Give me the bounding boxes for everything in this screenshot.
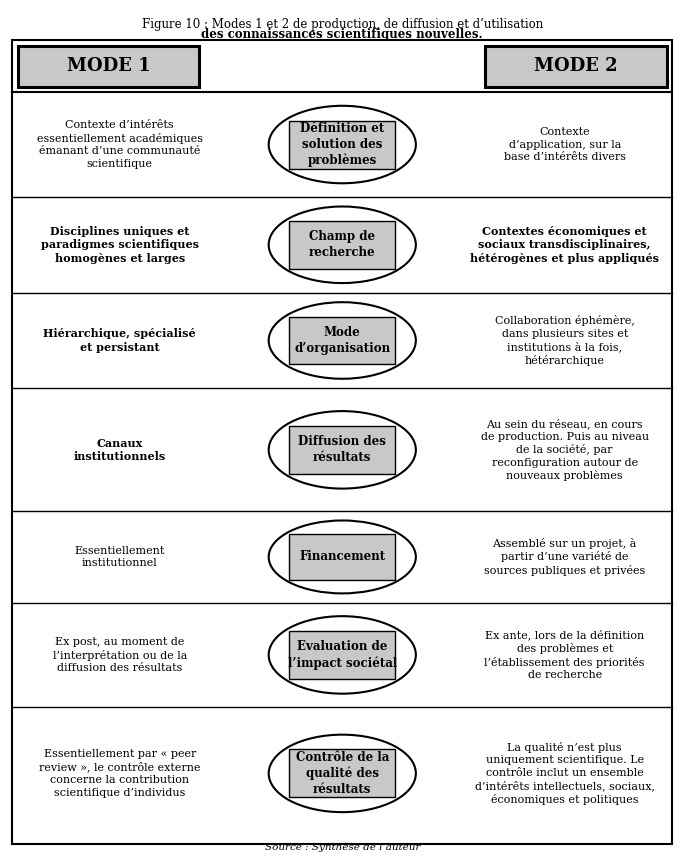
Ellipse shape xyxy=(269,616,416,694)
Text: des connaissances scientifiques nouvelles.: des connaissances scientifiques nouvelle… xyxy=(202,28,483,41)
Ellipse shape xyxy=(269,302,416,379)
Text: Source : Synthèse de l’auteur: Source : Synthèse de l’auteur xyxy=(265,843,420,852)
FancyBboxPatch shape xyxy=(289,121,395,169)
Text: La qualité n’est plus
uniquement scientifique. Le
contrôle inclut un ensemble
d’: La qualité n’est plus uniquement scienti… xyxy=(475,742,654,805)
FancyBboxPatch shape xyxy=(289,631,395,679)
Ellipse shape xyxy=(269,106,416,183)
FancyBboxPatch shape xyxy=(289,317,395,364)
Text: Assemblé sur un projet, à
partir d’une variété de
sources publiques et privées: Assemblé sur un projet, à partir d’une v… xyxy=(484,538,646,576)
Text: Essentiellement
institutionnel: Essentiellement institutionnel xyxy=(75,546,165,568)
Text: Evaluation de
l’impact sociétal: Evaluation de l’impact sociétal xyxy=(287,640,397,670)
Text: Ex post, au moment de
l’interprétation ou de la
diffusion des résultats: Ex post, au moment de l’interprétation o… xyxy=(53,637,187,673)
Text: Au sein du réseau, en cours
de production. Puis au niveau
de la société, par
rec: Au sein du réseau, en cours de productio… xyxy=(481,418,649,481)
Ellipse shape xyxy=(269,521,416,593)
Text: Contexte d’intérêts
essentiellement académiques
émanant d’une communauté
scienti: Contexte d’intérêts essentiellement acad… xyxy=(37,121,203,169)
Text: Diffusion des
résultats: Diffusion des résultats xyxy=(298,436,386,464)
Text: Essentiellement par « peer
review », le contrôle externe
concerne la contributio: Essentiellement par « peer review », le … xyxy=(39,749,200,797)
Text: Ex ante, lors de la définition
des problèmes et
l’établissement des priorités
de: Ex ante, lors de la définition des probl… xyxy=(484,629,645,680)
FancyBboxPatch shape xyxy=(12,40,672,844)
FancyBboxPatch shape xyxy=(289,535,395,579)
Text: Collaboration éphémère,
dans plusieurs sites et
institutions à la fois,
hétérarc: Collaboration éphémère, dans plusieurs s… xyxy=(495,315,635,366)
Ellipse shape xyxy=(269,411,416,488)
Text: Contexte
d’application, sur la
base d’intérêts divers: Contexte d’application, sur la base d’in… xyxy=(504,127,626,162)
Text: Contextes économiques et
sociaux transdisciplinaires,
hétérogènes et plus appliq: Contextes économiques et sociaux transdi… xyxy=(470,226,659,264)
Text: Financement: Financement xyxy=(299,550,386,563)
FancyBboxPatch shape xyxy=(289,749,395,797)
FancyBboxPatch shape xyxy=(18,46,199,87)
FancyBboxPatch shape xyxy=(289,221,395,269)
Text: Mode
d’organisation: Mode d’organisation xyxy=(294,326,390,355)
Text: Canaux
institutionnels: Canaux institutionnels xyxy=(73,437,166,462)
Text: MODE 2: MODE 2 xyxy=(534,58,618,75)
Text: Figure 10 : Modes 1 et 2 de production, de diffusion et d’utilisation: Figure 10 : Modes 1 et 2 de production, … xyxy=(141,18,543,31)
Text: Disciplines uniques et
paradigmes scientifiques
homogènes et larges: Disciplines uniques et paradigmes scient… xyxy=(40,226,199,264)
Ellipse shape xyxy=(269,207,416,283)
Text: Définition et
solution des
problèmes: Définition et solution des problèmes xyxy=(300,121,384,167)
Text: Champ de
recherche: Champ de recherche xyxy=(309,230,375,259)
Text: Hiérarchique, spécialisé
et persistant: Hiérarchique, spécialisé et persistant xyxy=(43,328,196,353)
Text: MODE 1: MODE 1 xyxy=(67,58,150,75)
FancyBboxPatch shape xyxy=(289,426,395,474)
FancyBboxPatch shape xyxy=(485,46,667,87)
Text: Contrôle de la
qualité des
résultats: Contrôle de la qualité des résultats xyxy=(296,751,389,796)
Ellipse shape xyxy=(269,734,416,812)
